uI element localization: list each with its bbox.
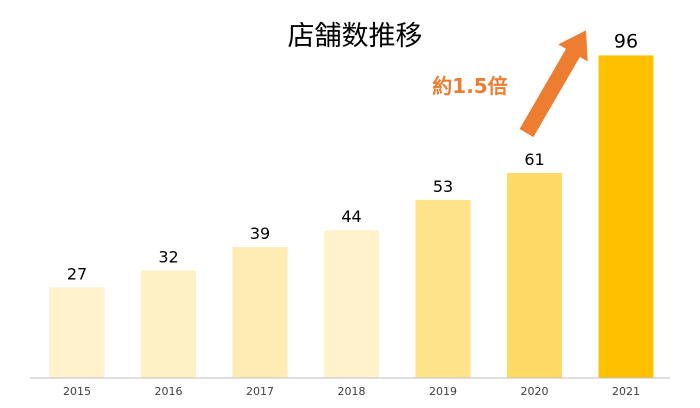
bar-2018 bbox=[324, 230, 379, 378]
value-label-2020: 61 bbox=[524, 150, 544, 169]
growth-arrow bbox=[519, 30, 588, 138]
bar-2015 bbox=[49, 287, 105, 378]
x-tick-2019: 2019 bbox=[429, 385, 457, 398]
x-tick-2018: 2018 bbox=[338, 385, 366, 398]
value-label-2017: 39 bbox=[250, 224, 270, 243]
annotation-layer: 約1.5倍 bbox=[432, 30, 588, 138]
x-tick-2020: 2020 bbox=[521, 385, 549, 398]
bars-layer bbox=[49, 55, 654, 379]
value-label-2018: 44 bbox=[341, 207, 361, 226]
bar-2016 bbox=[141, 270, 196, 378]
growth-annotation-label: 約1.5倍 bbox=[432, 74, 507, 98]
bar-2020 bbox=[507, 173, 562, 378]
x-tick-2021: 2021 bbox=[612, 385, 640, 398]
bar-2017 bbox=[232, 247, 288, 378]
value-labels-layer: 27 32 39 44 53 61 96 bbox=[67, 30, 638, 283]
bar-2019 bbox=[415, 199, 471, 378]
x-tick-2016: 2016 bbox=[155, 385, 183, 398]
x-tick-2017: 2017 bbox=[246, 385, 274, 398]
value-label-2021: 96 bbox=[614, 30, 638, 52]
value-label-2019: 53 bbox=[433, 177, 453, 196]
x-tick-2015: 2015 bbox=[63, 385, 91, 398]
bar-2021 bbox=[598, 55, 654, 379]
x-ticks-layer: 2015 2016 2017 2018 2019 2020 2021 bbox=[63, 385, 640, 398]
value-label-2015: 27 bbox=[67, 264, 87, 283]
value-label-2016: 32 bbox=[158, 248, 178, 267]
chart-title: 店舗数推移 bbox=[288, 21, 423, 52]
